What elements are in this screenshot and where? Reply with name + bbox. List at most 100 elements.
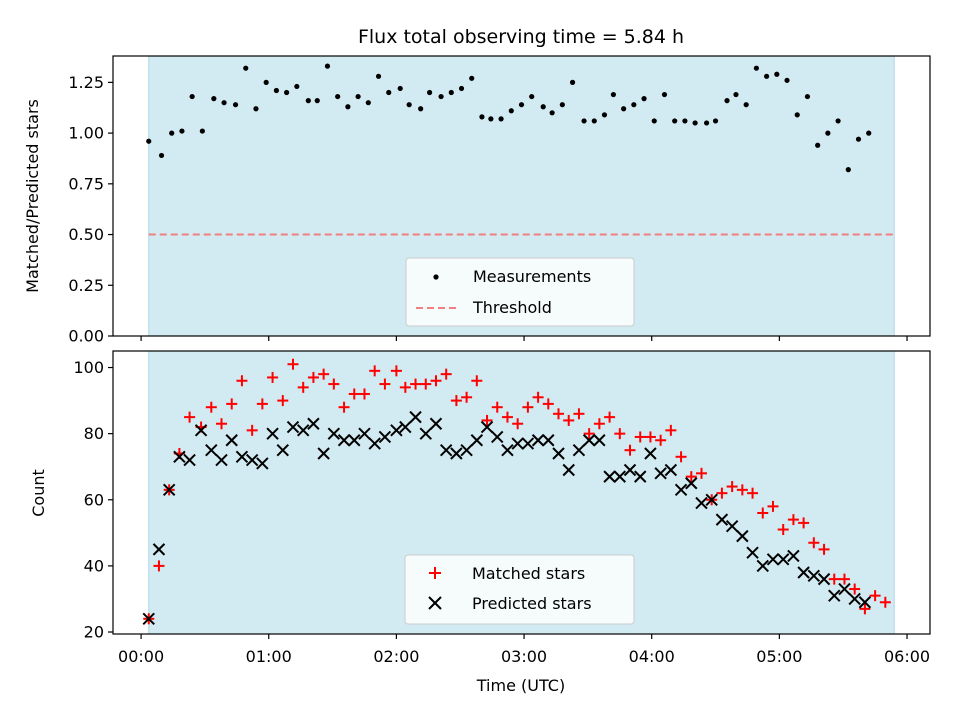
measurement-point [815, 142, 821, 148]
measurement-point [845, 167, 851, 173]
bottom-legend-box [404, 554, 635, 625]
predicted-stars-points [142, 410, 872, 625]
predicted-star-point [307, 417, 320, 430]
measurement-point [169, 130, 175, 136]
measurement-point [774, 71, 780, 77]
bottom-y-tick-label: 60 [84, 490, 104, 509]
measurement-point [559, 102, 565, 108]
matched-star-point [297, 381, 309, 393]
matched-star-point [532, 391, 544, 403]
predicted-star-point [531, 434, 545, 447]
matched-star-point [522, 401, 534, 413]
bottom-x-ticks: 00:00 01:00 02:00 03:00 04:00 05:00 06:00 [118, 634, 930, 666]
predicted-star-point [787, 549, 800, 563]
predicted-star-point [746, 546, 759, 559]
top-y-tick-label: 0.25 [68, 276, 104, 295]
bottom-y-ticks: 20 40 60 80 100 [73, 358, 113, 642]
measurement-point [825, 130, 831, 136]
measurement-point [386, 89, 392, 96]
matched-star-point [287, 358, 299, 370]
bottom-y-tick-label: 20 [84, 623, 104, 642]
matched-star-point [153, 560, 165, 572]
predicted-star-point [552, 447, 565, 460]
measurement-point [518, 102, 525, 108]
predicted-star-point [674, 483, 688, 497]
predicted-star-point [501, 443, 514, 457]
measurement-point [724, 98, 730, 104]
measurement-point [189, 93, 195, 100]
matched-star-point [757, 507, 769, 519]
measurement-point [305, 98, 311, 104]
bottom-y-tick-label: 80 [84, 424, 104, 443]
predicted-star-point [358, 427, 371, 440]
measurement-point [549, 110, 555, 116]
matched-star-point [695, 467, 707, 479]
matched-star-point [348, 388, 360, 400]
measurement-point [641, 96, 647, 102]
matched-star-point [256, 398, 268, 410]
legend-matched-marker [429, 567, 441, 579]
legend-threshold-label: Threshold [472, 298, 552, 317]
predicted-star-point [807, 569, 821, 583]
measurement-point [661, 91, 668, 98]
top-axes-frame [112, 55, 931, 337]
top-y-axis-label: Matched/Predicted stars [23, 99, 42, 293]
matched-star-point [726, 481, 738, 493]
predicted-star-point [276, 443, 289, 457]
bottom-y-tick-label: 40 [84, 556, 104, 575]
matched-star-point [563, 414, 575, 426]
matched-star-point [583, 428, 595, 440]
matched-star-point [736, 484, 748, 496]
measurement-point [804, 93, 811, 100]
legend-predicted-marker [428, 596, 442, 610]
measurement-point [498, 116, 504, 122]
matched-star-point [573, 408, 585, 420]
matched-star-point [205, 401, 217, 413]
matched-star-point [440, 368, 452, 380]
predicted-star-point [142, 612, 155, 625]
measurement-point [610, 91, 617, 98]
measurement-point [569, 79, 576, 85]
measurement-point [855, 136, 862, 142]
predicted-star-point [337, 434, 351, 447]
measurement-point [273, 87, 279, 94]
matched-star-point [471, 375, 483, 387]
measurement-point [335, 93, 341, 100]
matched-star-point [859, 603, 871, 615]
measurement-point [243, 65, 249, 71]
predicted-star-point [460, 443, 473, 457]
matched-star-point [358, 388, 370, 400]
predicted-star-point [266, 427, 279, 440]
matched-star-point [634, 431, 646, 443]
matched-star-point [553, 408, 565, 420]
matched-star-point [818, 543, 830, 555]
predicted-star-point [664, 463, 678, 477]
predicted-star-point [173, 450, 186, 464]
matched-star-point [420, 378, 432, 390]
matched-star-point [787, 514, 799, 526]
matched-star-point [777, 524, 789, 536]
measurement-point [469, 75, 475, 81]
matched-star-point [184, 411, 196, 423]
measurement-point [418, 106, 424, 112]
measurement-points [146, 63, 872, 173]
measurement-point [784, 77, 790, 83]
matched-star-point [450, 395, 462, 407]
measurement-point [704, 120, 710, 126]
x-tick-label: 06:00 [884, 647, 930, 666]
matched-star-point [328, 378, 340, 390]
predicted-star-point [225, 434, 238, 447]
predicted-star-point [183, 453, 196, 467]
matched-star-point [542, 398, 554, 410]
measurement-point [794, 112, 800, 118]
measurement-point [345, 104, 351, 110]
predicted-star-point [766, 553, 780, 566]
matched-star-point [828, 573, 840, 585]
measurement-point [146, 138, 152, 144]
measurement-point [221, 100, 227, 106]
predicted-star-point [491, 430, 504, 444]
x-tick-label: 00:00 [118, 647, 164, 666]
matched-star-point [410, 378, 422, 390]
matched-star-point [655, 434, 667, 446]
matched-star-point [369, 365, 381, 377]
